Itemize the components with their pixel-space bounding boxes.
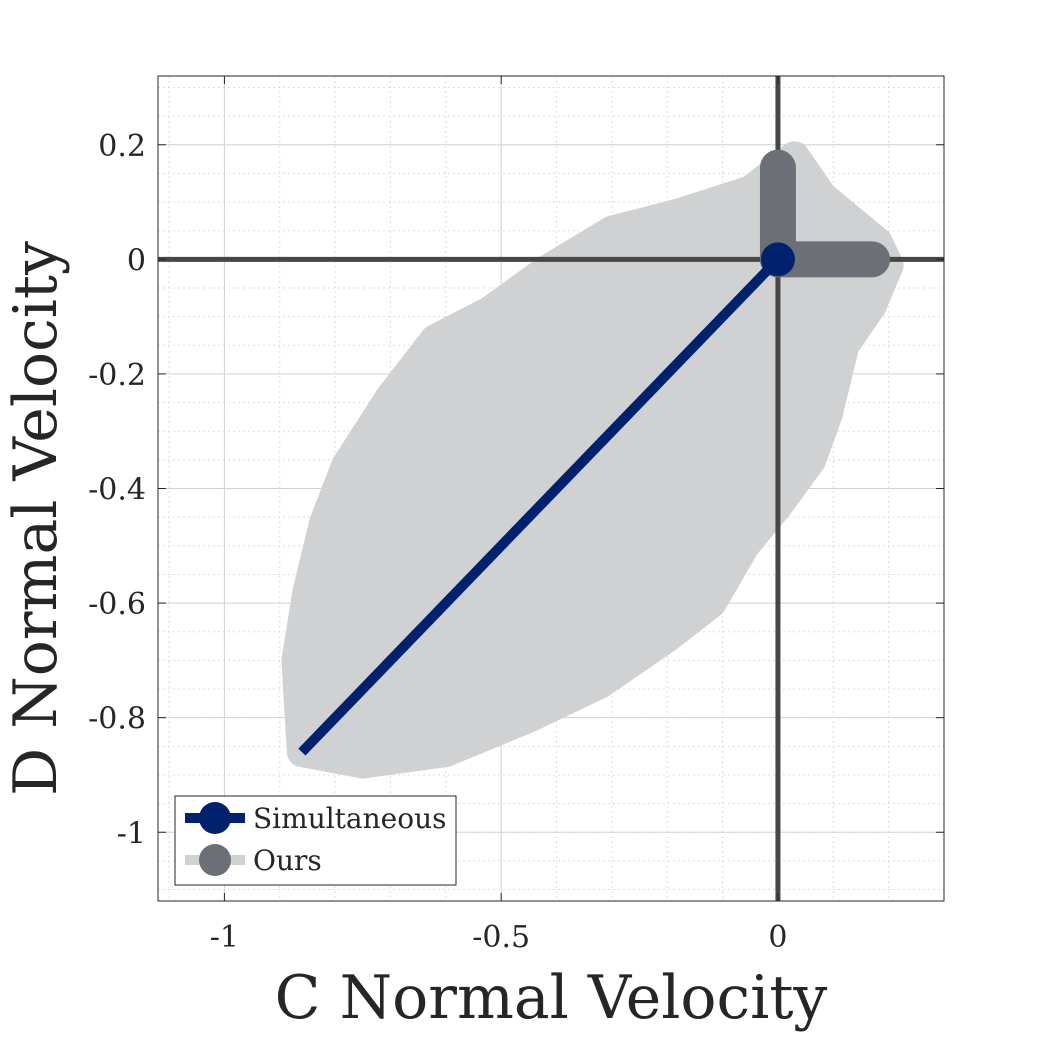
legend-marker-simultaneous xyxy=(199,802,231,834)
x-axis-title: C Normal Velocity xyxy=(275,963,828,1033)
legend-marker-ours xyxy=(199,844,231,876)
y-tick-label: -0.4 xyxy=(88,473,146,508)
simultaneous-line xyxy=(298,255,782,756)
series xyxy=(298,149,891,756)
y-tick-label: 0.2 xyxy=(98,129,146,164)
y-tick-label: -0.6 xyxy=(88,587,146,622)
y-tick-label: -1 xyxy=(117,816,146,851)
axes-box xyxy=(157,75,945,902)
y-axis-title: D Normal Velocity xyxy=(1,241,71,796)
x-tick-label: 0 xyxy=(768,920,787,955)
legend-label-simultaneous: Simultaneous xyxy=(253,802,446,835)
legend: Simultaneous Ours xyxy=(174,795,457,886)
simultaneous-marker xyxy=(760,242,795,277)
legend-item-simultaneous: Simultaneous xyxy=(185,802,446,835)
legend-label-ours: Ours xyxy=(253,844,322,877)
y-tick-label: -0.8 xyxy=(88,702,146,737)
y-tick-label: -0.2 xyxy=(88,358,146,393)
y-tick-label: 0 xyxy=(127,243,146,278)
x-tick-label: -1 xyxy=(210,920,239,955)
legend-item-ours: Ours xyxy=(185,844,322,877)
tick-labels: -1 -0.5 0 0.2 0 -0.2 -0.4 -0.6 -0.8 -1 xyxy=(88,129,787,955)
x-tick-label: -0.5 xyxy=(472,920,530,955)
